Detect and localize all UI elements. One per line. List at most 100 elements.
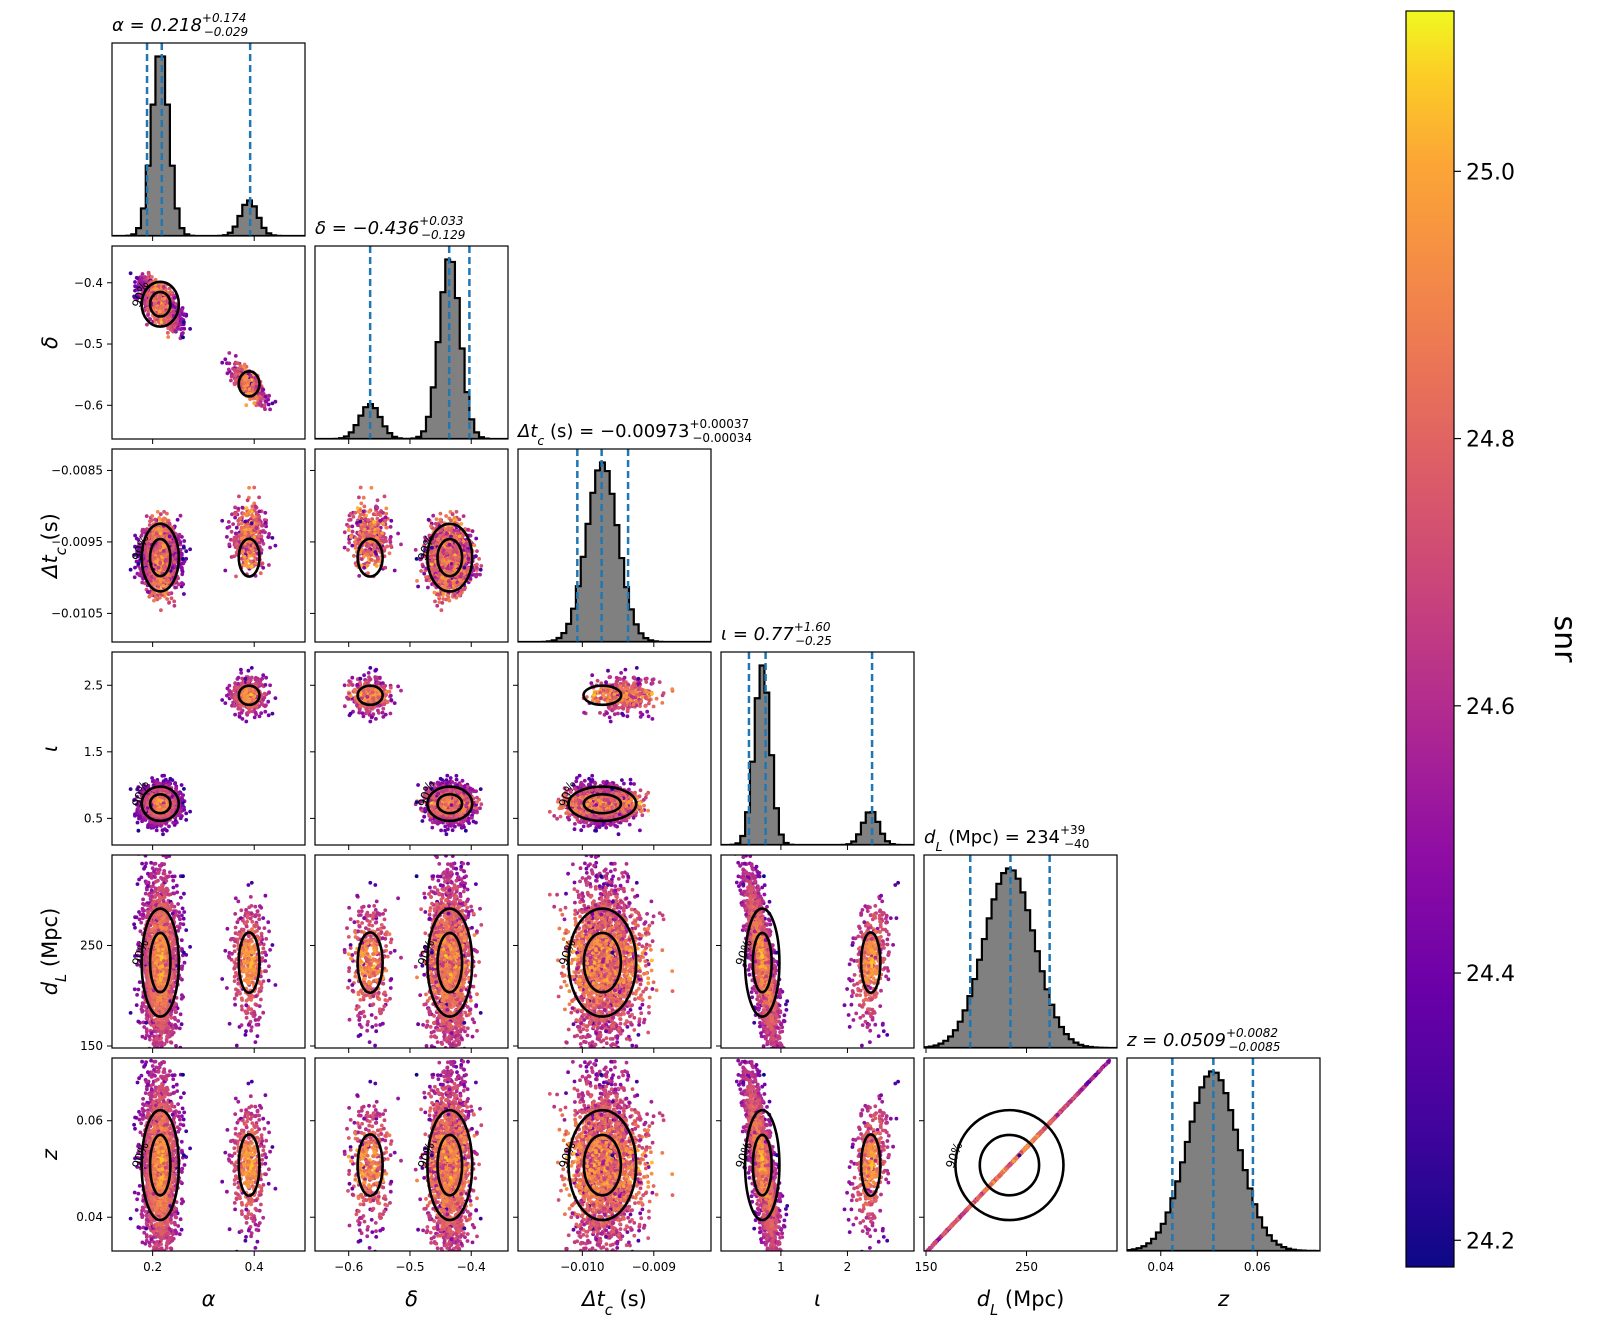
sample-point	[148, 593, 153, 598]
sample-point	[257, 394, 262, 399]
sample-point	[188, 327, 193, 331]
sample-point	[268, 407, 272, 412]
sample-point	[168, 541, 173, 545]
sample-point	[225, 371, 230, 376]
sample-point	[243, 531, 248, 536]
sample-point	[239, 532, 243, 537]
sample-point	[165, 548, 170, 553]
sample-point	[263, 407, 267, 412]
sample-point	[244, 403, 249, 408]
sample-point	[140, 527, 145, 532]
sample-point	[136, 282, 141, 286]
sample-point	[233, 354, 238, 358]
sample-point	[146, 270, 151, 275]
sample-point	[133, 284, 138, 289]
sample-point	[257, 521, 262, 526]
sample-point	[172, 296, 177, 300]
sample-point	[225, 361, 229, 366]
sample-point	[160, 517, 165, 522]
sample-point	[172, 603, 177, 608]
sample-point	[171, 546, 175, 550]
sample-point	[243, 377, 248, 382]
sample-point	[179, 551, 184, 556]
sample-point	[267, 563, 271, 567]
sample-point	[254, 526, 259, 530]
sample-point	[182, 592, 186, 596]
histogram-delta	[315, 258, 508, 439]
panel-frame	[111, 448, 306, 643]
y-tick-label: −0.0105	[51, 606, 103, 620]
sample-point	[173, 585, 178, 590]
y-tick-label: −0.4	[74, 276, 103, 290]
sample-point	[173, 329, 178, 333]
sample-point	[242, 554, 247, 559]
sample-point	[227, 525, 232, 529]
sample-point	[238, 364, 243, 369]
sample-point	[143, 546, 148, 551]
contour-50	[148, 290, 172, 318]
sample-point	[252, 501, 257, 506]
sample-point	[144, 567, 149, 571]
sample-point	[236, 518, 241, 523]
sample-point	[162, 564, 166, 569]
sample-point	[158, 544, 163, 549]
sample-point	[147, 523, 152, 527]
sample-point	[145, 322, 149, 327]
sample-point	[260, 538, 265, 543]
sample-point	[133, 280, 137, 284]
sample-point	[128, 271, 133, 276]
sample-point	[136, 562, 141, 566]
sample-point	[172, 599, 177, 604]
sample-point	[181, 557, 185, 561]
sample-point	[159, 287, 163, 292]
sample-point	[162, 567, 167, 572]
sample-point	[179, 317, 184, 321]
sample-point	[254, 380, 259, 384]
sample-point	[139, 533, 144, 538]
sample-point	[155, 579, 159, 584]
sample-point	[250, 504, 255, 509]
y-tick-label: −0.6	[74, 398, 103, 412]
sample-point	[166, 315, 170, 320]
sample-point	[236, 366, 241, 371]
sample-point	[254, 561, 258, 566]
sample-point	[151, 531, 156, 536]
sample-point	[249, 564, 254, 568]
sample-point	[146, 535, 151, 540]
sample-point	[146, 590, 150, 594]
sample-point	[236, 506, 241, 511]
sample-point	[135, 554, 140, 558]
sample-point	[148, 317, 153, 322]
sample-point	[435, 603, 440, 608]
hist-panel-delta: δ = −0.436+0.033 −0.129	[314, 214, 509, 444]
sample-point	[257, 540, 262, 545]
sample-point	[145, 554, 150, 558]
sample-point	[161, 549, 166, 553]
sample-point	[180, 331, 184, 336]
sample-point	[254, 518, 258, 522]
sample-point	[244, 545, 249, 549]
sample-point	[273, 399, 278, 404]
sample-point	[168, 327, 173, 332]
sample-point	[162, 527, 167, 532]
sample-point	[223, 357, 228, 362]
sample-point	[181, 335, 185, 340]
sample-point	[232, 539, 237, 544]
sample-point	[152, 555, 157, 560]
sample-point	[141, 283, 146, 288]
sample-point	[233, 505, 238, 510]
sample-point	[137, 287, 142, 291]
sample-point	[231, 522, 236, 526]
sample-point	[263, 520, 268, 525]
sample-point	[156, 301, 161, 305]
sample-point	[233, 512, 238, 516]
sample-point	[167, 601, 171, 605]
sample-point	[245, 380, 250, 384]
sample-point	[233, 531, 238, 536]
sample-point	[167, 521, 172, 526]
sample-point	[133, 288, 137, 293]
sample-point	[257, 402, 262, 407]
sample-point	[133, 533, 138, 538]
sample-point	[241, 511, 246, 516]
sample-point	[260, 396, 265, 401]
